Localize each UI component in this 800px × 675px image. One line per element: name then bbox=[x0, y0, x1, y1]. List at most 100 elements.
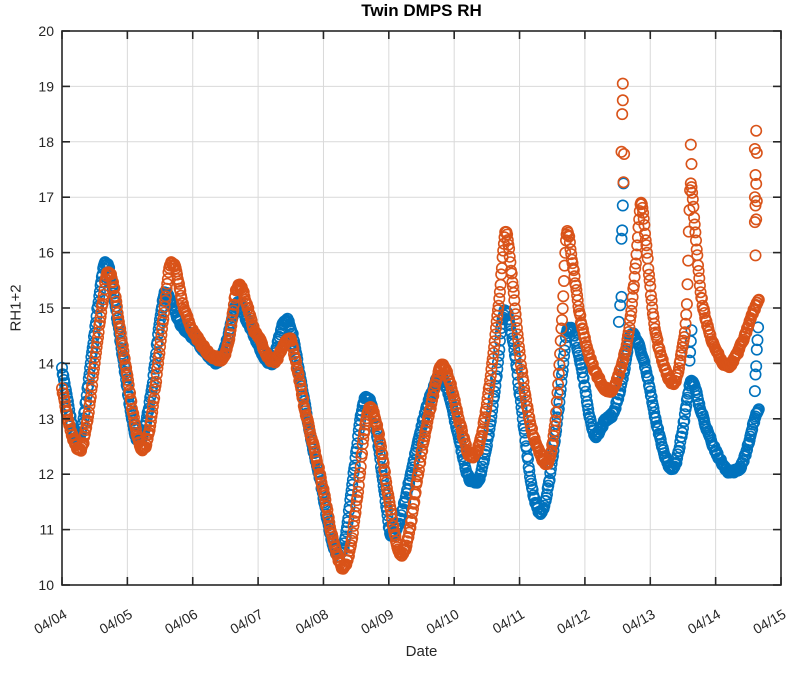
data-point-orange bbox=[349, 506, 362, 519]
data-point-orange bbox=[550, 395, 563, 408]
data-point-orange bbox=[572, 300, 585, 313]
data-point-orange bbox=[631, 239, 644, 252]
data-point-orange bbox=[486, 352, 499, 365]
data-point-orange bbox=[223, 333, 236, 346]
data-point-orange bbox=[678, 326, 691, 339]
x-tick-label: 04/07 bbox=[227, 606, 266, 637]
data-point-orange bbox=[400, 539, 413, 552]
x-tick-label: 04/13 bbox=[619, 606, 658, 637]
y-tick-label: 15 bbox=[38, 300, 54, 316]
data-series bbox=[55, 77, 765, 575]
data-point-orange bbox=[410, 475, 423, 488]
data-point-orange bbox=[346, 532, 359, 545]
data-point-orange bbox=[224, 328, 237, 341]
data-point-orange bbox=[406, 506, 419, 519]
data-point-orange bbox=[510, 314, 523, 327]
data-point-blue bbox=[347, 466, 360, 479]
x-tick-label: 04/14 bbox=[685, 606, 724, 637]
data-point-orange bbox=[686, 193, 699, 206]
data-point-orange bbox=[110, 295, 123, 308]
data-point-orange bbox=[621, 333, 634, 346]
outlier-point-orange bbox=[615, 145, 628, 158]
y-tick-label: 13 bbox=[38, 411, 54, 427]
data-point-orange bbox=[620, 338, 633, 351]
data-point-orange bbox=[521, 404, 534, 417]
data-point-orange bbox=[124, 386, 137, 399]
data-point-orange bbox=[558, 259, 571, 272]
outlier-point-orange bbox=[750, 177, 763, 190]
y-tick-label: 16 bbox=[38, 245, 54, 261]
outlier-point-orange bbox=[616, 94, 629, 107]
data-point-orange bbox=[638, 227, 651, 240]
outlier-point-blue bbox=[751, 334, 764, 347]
data-point-blue bbox=[399, 495, 412, 508]
data-point-orange bbox=[58, 394, 71, 407]
data-point-orange bbox=[508, 294, 521, 307]
data-point-orange bbox=[689, 234, 702, 247]
data-point-orange bbox=[693, 279, 706, 292]
data-point-orange bbox=[78, 428, 91, 441]
data-point-orange bbox=[555, 313, 568, 326]
data-point-orange bbox=[127, 411, 140, 424]
data-point-orange bbox=[383, 496, 396, 509]
data-point-blue bbox=[670, 456, 683, 469]
data-point-orange bbox=[629, 257, 642, 270]
data-point-orange bbox=[681, 278, 694, 291]
data-point-orange bbox=[111, 306, 124, 319]
data-point-orange bbox=[84, 390, 97, 403]
y-tick-label: 12 bbox=[38, 466, 54, 482]
data-point-orange bbox=[503, 242, 516, 255]
x-tick-label: 04/08 bbox=[293, 606, 332, 637]
outlier-point-blue bbox=[685, 324, 698, 337]
outlier-point-orange bbox=[750, 146, 763, 159]
data-point-orange bbox=[125, 395, 138, 408]
data-point-orange bbox=[344, 539, 357, 552]
data-point-blue bbox=[676, 422, 689, 435]
data-point-orange bbox=[416, 444, 429, 457]
data-point-orange bbox=[698, 306, 711, 319]
data-point-orange bbox=[105, 268, 118, 281]
data-point-orange bbox=[523, 411, 536, 424]
data-point-orange bbox=[357, 432, 370, 445]
outlier-point-blue bbox=[616, 224, 629, 237]
data-point-orange bbox=[511, 328, 524, 341]
data-point-orange bbox=[478, 411, 491, 424]
data-point-blue bbox=[612, 392, 625, 405]
data-point-orange bbox=[566, 257, 579, 270]
data-point-orange bbox=[557, 274, 570, 287]
data-point-orange bbox=[492, 299, 505, 312]
outlier-point-orange bbox=[684, 138, 697, 151]
data-point-orange bbox=[57, 387, 70, 400]
data-point-orange bbox=[155, 328, 168, 341]
data-point-orange bbox=[352, 485, 365, 498]
data-point-orange bbox=[157, 313, 170, 326]
data-point-orange bbox=[310, 455, 323, 468]
data-point-blue bbox=[473, 472, 486, 485]
data-point-orange bbox=[144, 415, 157, 428]
data-point-orange bbox=[355, 447, 368, 460]
data-point-orange bbox=[625, 304, 638, 317]
data-point-orange bbox=[97, 288, 110, 301]
data-point-orange bbox=[122, 374, 135, 387]
data-point-orange bbox=[622, 325, 635, 338]
data-point-orange bbox=[108, 282, 121, 295]
data-point-orange bbox=[555, 322, 568, 335]
data-point-orange bbox=[175, 292, 188, 305]
data-point-orange bbox=[629, 262, 642, 275]
outlier-point-orange bbox=[749, 169, 762, 182]
data-point-orange bbox=[321, 503, 334, 516]
outlier-point-orange bbox=[750, 124, 763, 137]
data-point-orange bbox=[348, 515, 361, 528]
x-tick-label: 04/10 bbox=[423, 606, 462, 637]
data-point-blue bbox=[645, 390, 658, 403]
data-point-blue bbox=[57, 369, 70, 382]
data-point-orange bbox=[112, 311, 125, 324]
data-point-blue bbox=[543, 474, 556, 487]
data-point-orange bbox=[680, 298, 693, 311]
data-point-orange bbox=[371, 419, 384, 432]
data-point-orange bbox=[514, 358, 527, 371]
data-point-orange bbox=[563, 230, 576, 243]
outlier-point-orange bbox=[685, 158, 698, 171]
outlier-point-blue bbox=[614, 299, 627, 312]
data-point-orange bbox=[504, 256, 517, 269]
